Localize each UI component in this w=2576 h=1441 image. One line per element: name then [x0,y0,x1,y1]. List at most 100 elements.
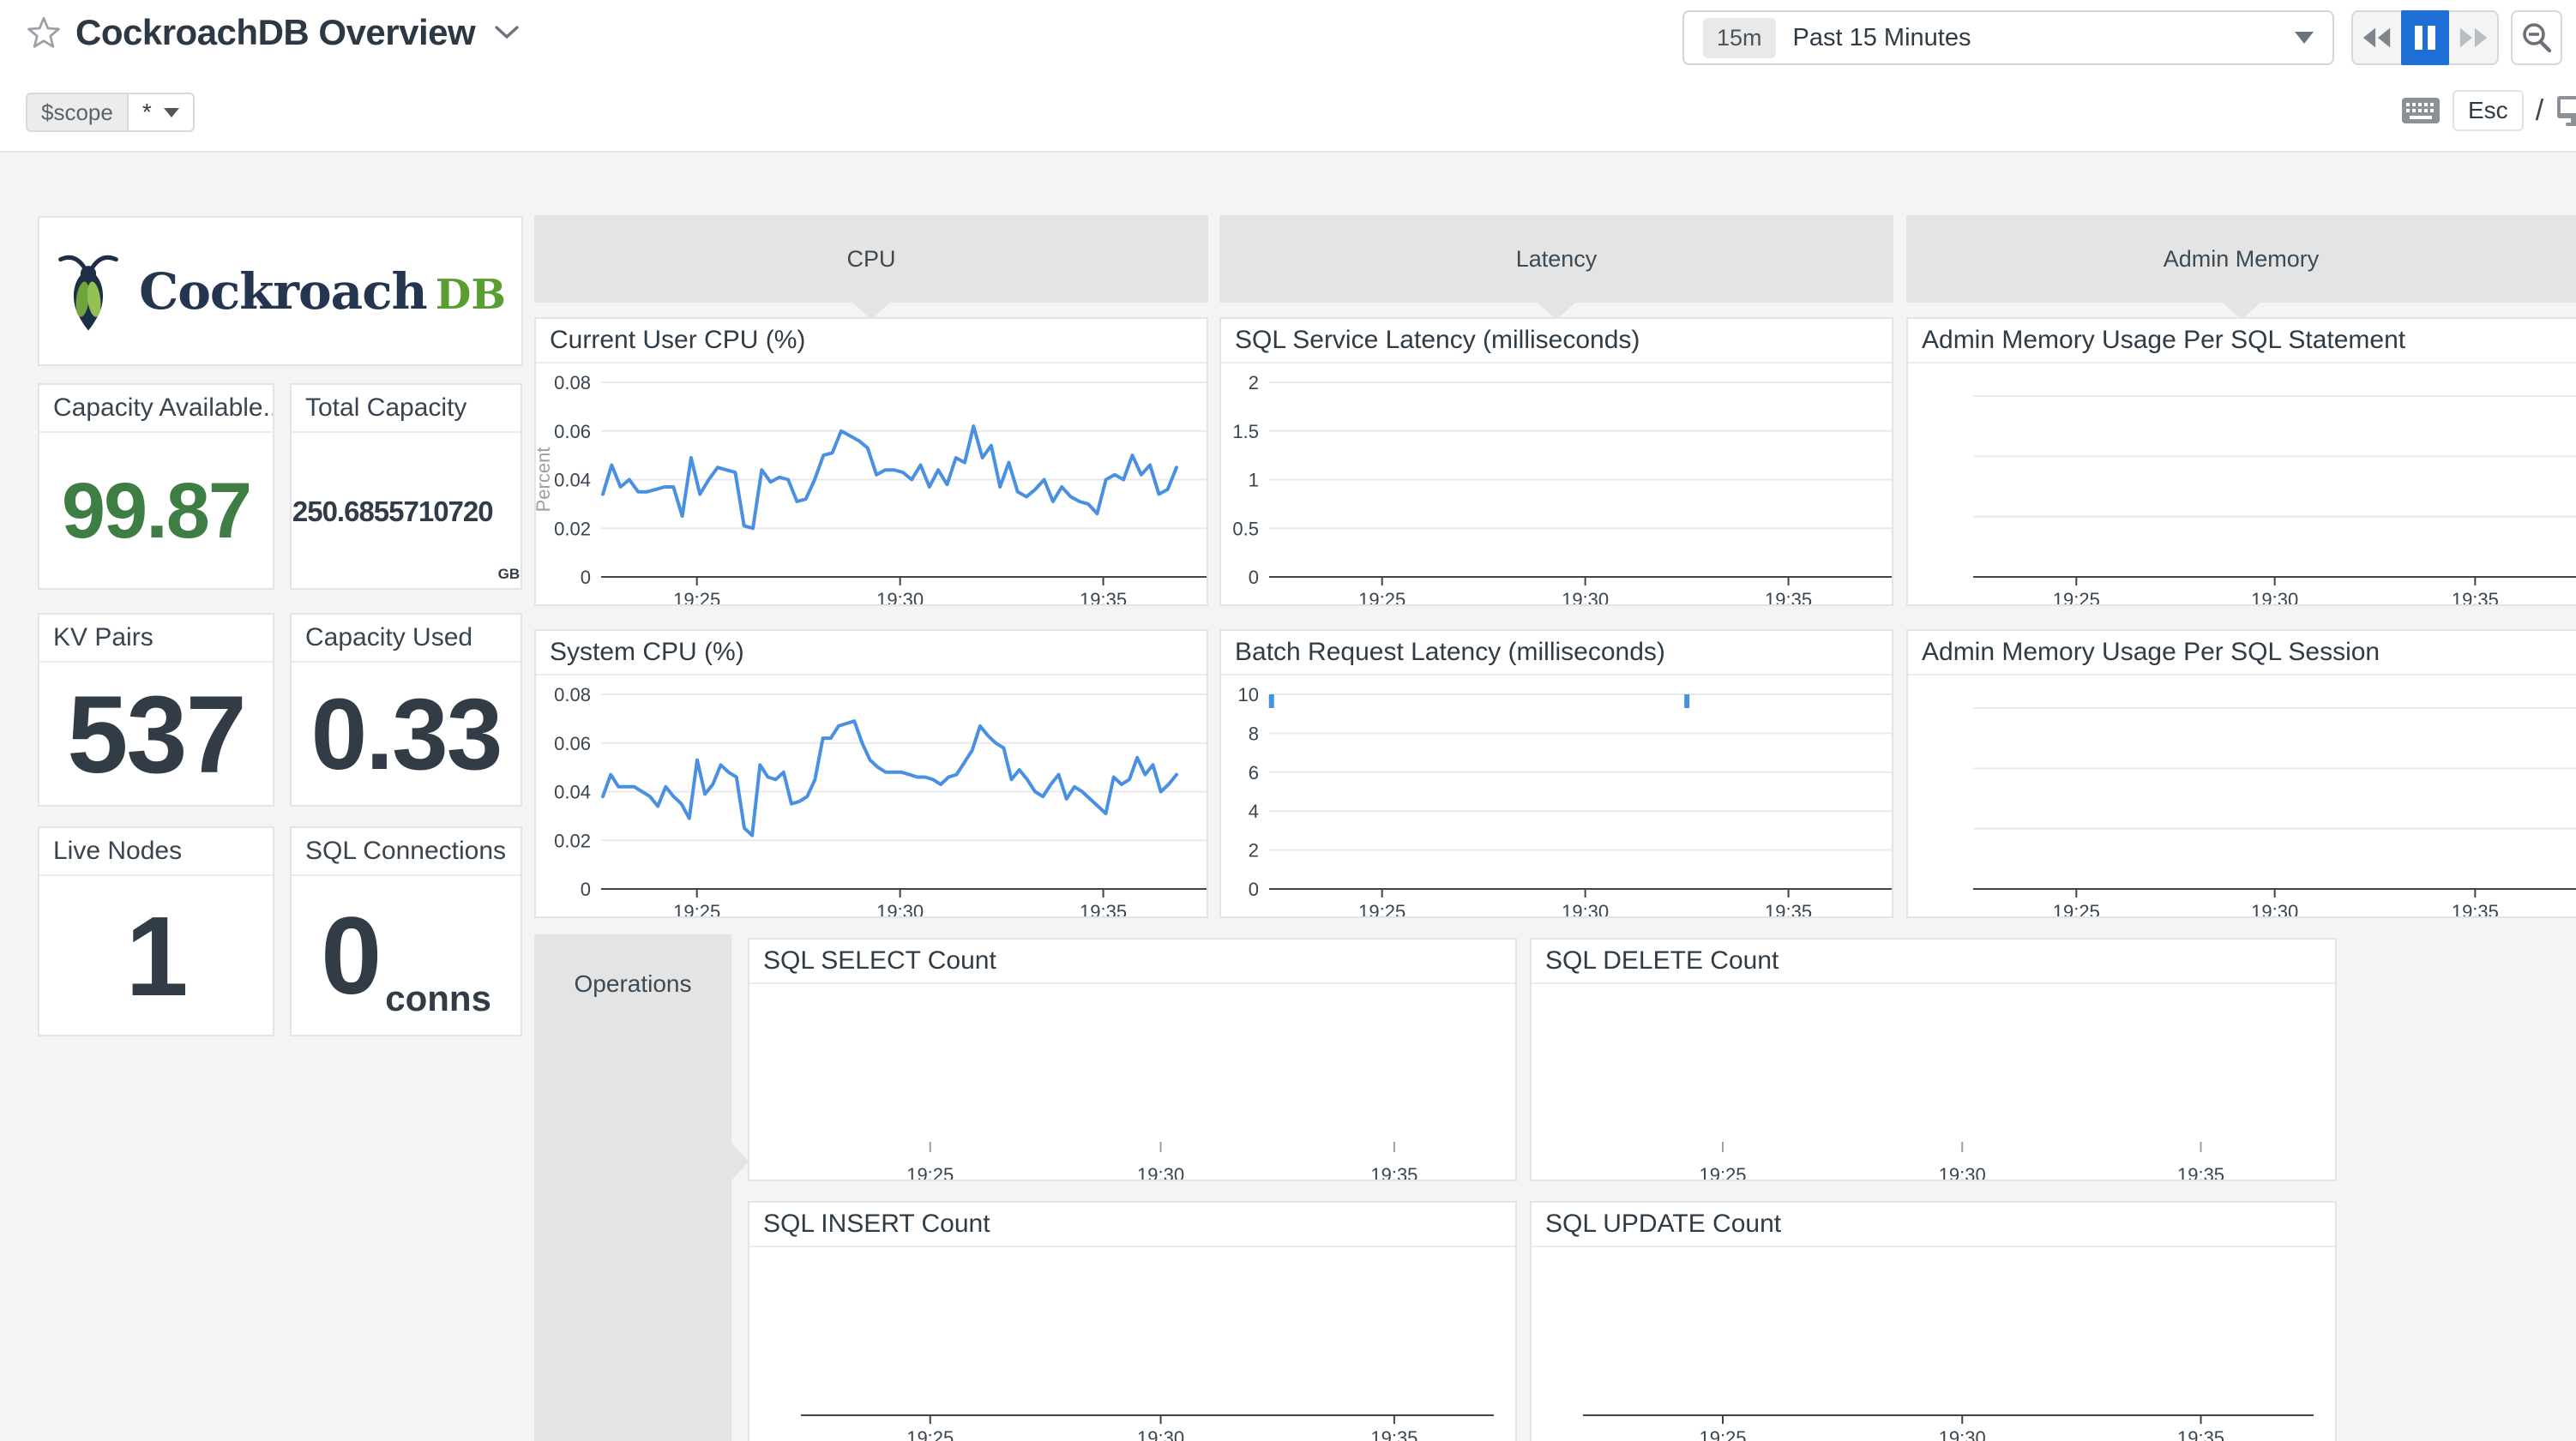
group-header-admin-memory[interactable]: Admin Memory [1906,215,2576,320]
timeseries-chart[interactable]: 19:25 19:30 19:35 [1532,1249,2335,1441]
dashboard-title-row: CockroachDB Overview [26,12,520,53]
stat-value: 0 [321,895,382,1018]
stat-value: 537 [67,673,247,796]
svg-text:19:25: 19:25 [673,589,720,604]
chart-title: SQL SELECT Count [749,940,1515,984]
esc-key-button[interactable]: Esc [2453,90,2524,131]
svg-text:19:25: 19:25 [1699,1164,1746,1180]
group-header-operations[interactable]: Operations [534,934,749,1441]
scope-value: * [141,99,152,125]
svg-text:1: 1 [1249,470,1259,491]
chart-panel-current-user-cpu[interactable]: Current User CPU (%) 0.08 0.06 0.04 0.02 0 19… [534,317,1208,606]
chart-title: Admin Memory Usage Per SQL Session [1908,631,2576,675]
stat-card-total-capacity[interactable]: Total Capacity 250.6855710720 GB [290,383,522,590]
svg-text:0: 0 [581,879,591,900]
svg-text:19:35: 19:35 [2452,901,2499,916]
stat-title: Total Capacity [292,385,521,433]
svg-text:0: 0 [1249,567,1259,588]
stat-card-kv-pairs[interactable]: KV Pairs 537 [38,613,274,807]
stat-card-capacity-available[interactable]: Capacity Available... 99.87 [38,383,274,590]
chart-title: Batch Request Latency (milliseconds) [1221,631,1892,675]
rewind-button[interactable] [2353,12,2401,63]
timeseries-chart[interactable]: 19:25 19:30 19:35 [749,1249,1515,1441]
stat-value: 1 [125,893,188,1019]
svg-text:0.02: 0.02 [554,830,591,851]
timeseries-chart[interactable]: 19:25 19:30 19:35 [749,986,1515,1180]
svg-text:19:35: 19:35 [2177,1427,2224,1441]
chart-panel-sql-select-count[interactable]: SQL SELECT Count 19:25 19:30 19:35 [748,938,1517,1181]
time-range-badge: 15m [1703,17,1776,58]
template-variable-scope[interactable]: $scope * [26,93,195,132]
svg-text:19:30: 19:30 [1562,589,1609,604]
svg-text:19:35: 19:35 [1370,1427,1417,1441]
timeseries-chart[interactable]: 10 8 6 4 2 0 19:25 19:30 19:35 [1221,677,1892,916]
svg-text:0.04: 0.04 [554,782,591,803]
chart-title: System CPU (%) [536,631,1207,675]
scope-value-dropdown[interactable]: * [129,94,193,130]
fullscreen-monitor-icon[interactable] [2555,94,2576,127]
keyboard-icon[interactable] [2401,97,2441,124]
time-range-caret-icon [2295,32,2314,44]
timeseries-chart[interactable]: 19:25 19:30 19:35 [1908,365,2576,604]
svg-text:19:30: 19:30 [2251,901,2298,916]
chevron-down-icon[interactable] [494,25,520,40]
stat-card-live-nodes[interactable]: Live Nodes 1 [38,826,274,1036]
group-header-cpu[interactable]: CPU [534,215,1208,320]
chart-title: SQL UPDATE Count [1532,1203,2335,1247]
stat-title: Live Nodes [39,828,273,876]
time-range-selector[interactable]: 15m Past 15 Minutes [1682,10,2334,65]
svg-text:2: 2 [1249,840,1259,862]
svg-text:19:25: 19:25 [673,901,720,916]
svg-text:6: 6 [1249,762,1259,784]
svg-text:19:35: 19:35 [1765,901,1812,916]
svg-text:0.08: 0.08 [554,372,591,393]
chart-panel-sql-insert-count[interactable]: SQL INSERT Count 19:25 19:30 19:35 [748,1201,1517,1441]
svg-text:Percent: Percent [536,447,554,513]
stat-unit: GB [497,566,521,582]
chart-panel-sql-delete-count[interactable]: SQL DELETE Count 19:25 19:30 19:35 [1530,938,2337,1181]
svg-text:19:30: 19:30 [1939,1164,1986,1180]
chart-panel-sql-service-latency[interactable]: SQL Service Latency (milliseconds) 2 1.5 1… [1219,317,1893,606]
chart-panel-admin-memory-statement[interactable]: Admin Memory Usage Per SQL Statement 19:… [1906,317,2576,606]
chart-panel-sql-update-count[interactable]: SQL UPDATE Count 19:25 19:30 19:35 [1530,1201,2337,1441]
chart-panel-system-cpu[interactable]: System CPU (%) 0.08 0.06 0.04 0.02 0 19:25 19:… [534,629,1208,918]
stat-title: KV Pairs [39,615,273,663]
group-header-latency[interactable]: Latency [1219,215,1893,320]
timeseries-chart[interactable]: 0.08 0.06 0.04 0.02 0 19:25 19:30 19:35 [536,677,1207,916]
group-label: Latency [1515,245,1598,272]
stat-title: Capacity Available... [39,385,273,433]
dashboard-canvas: Cockroach DB Capacity Available... 99.87 … [0,151,2576,1441]
zoom-out-button[interactable] [2511,10,2562,65]
star-icon[interactable] [26,15,62,50]
chart-panel-admin-memory-session[interactable]: Admin Memory Usage Per SQL Session 19:25… [1906,629,2576,918]
svg-text:19:35: 19:35 [2452,589,2499,604]
page-title: CockroachDB Overview [75,12,476,52]
chart-panel-batch-request-latency[interactable]: Batch Request Latency (milliseconds) 10 8… [1219,629,1893,918]
timeseries-chart[interactable]: 2 1.5 1 0.5 0 19:25 19:30 19:35 [1221,365,1892,604]
chart-title: SQL DELETE Count [1532,940,2335,984]
stat-card-sql-connections[interactable]: SQL Connections 0 conns [290,826,522,1036]
svg-text:8: 8 [1249,723,1259,744]
stat-card-capacity-used[interactable]: Capacity Used 0.33 [290,613,522,807]
svg-text:19:30: 19:30 [1137,1427,1184,1441]
svg-text:19:25: 19:25 [2053,589,2100,604]
svg-text:19:35: 19:35 [1080,589,1127,604]
timeseries-chart[interactable]: 0.08 0.06 0.04 0.02 0 19:25 19:30 19:35 Percent [536,365,1207,604]
svg-text:19:35: 19:35 [1080,901,1127,916]
playback-controls [2351,10,2499,65]
stat-unit: conns [385,978,491,1018]
timeseries-chart[interactable]: 19:25 19:30 19:35 [1532,986,2335,1180]
cockroachdb-bug-icon [58,255,118,331]
svg-text:19:30: 19:30 [2251,589,2298,604]
svg-text:0.06: 0.06 [554,733,591,754]
timeseries-chart[interactable]: 19:25 19:30 19:35 [1908,677,2576,916]
svg-text:0: 0 [1249,879,1259,900]
fast-forward-button[interactable] [2449,12,2497,63]
svg-text:0.04: 0.04 [554,470,591,491]
slash-separator: / [2535,93,2544,127]
svg-text:19:25: 19:25 [1358,901,1405,916]
pause-button[interactable] [2401,10,2449,65]
svg-text:19:25: 19:25 [906,1164,954,1180]
svg-text:10: 10 [1238,684,1259,705]
scope-caret-icon [163,107,179,117]
